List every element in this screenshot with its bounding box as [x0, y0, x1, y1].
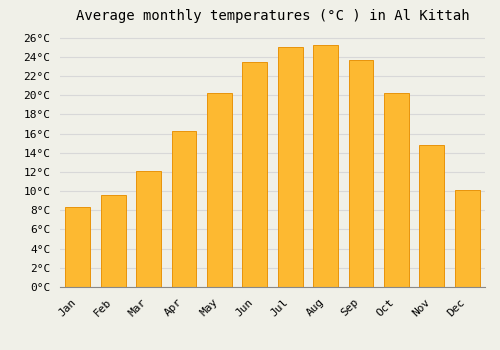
- Bar: [313, 45, 338, 287]
- Bar: [66, 208, 90, 287]
- Bar: [348, 60, 374, 287]
- Bar: [455, 190, 479, 287]
- Bar: [242, 62, 267, 287]
- Bar: [384, 93, 409, 287]
- Bar: [207, 93, 232, 287]
- Title: Average monthly temperatures (°C ) in Al Kittah: Average monthly temperatures (°C ) in Al…: [76, 9, 469, 23]
- Bar: [172, 131, 196, 287]
- Bar: [420, 145, 444, 287]
- Bar: [278, 47, 302, 287]
- Bar: [136, 171, 161, 287]
- Bar: [100, 195, 126, 287]
